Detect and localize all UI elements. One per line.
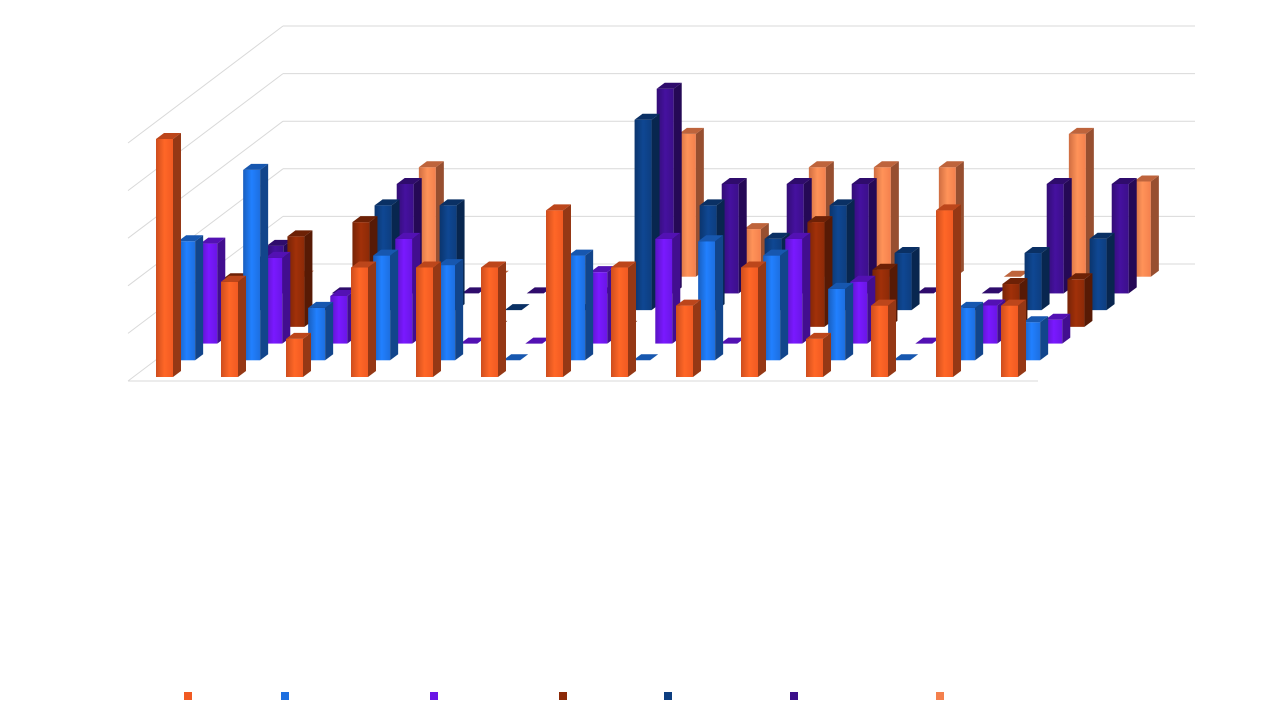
gridline-side	[127, 25, 284, 144]
bar	[568, 249, 594, 361]
bar	[698, 235, 724, 361]
bar	[504, 304, 530, 311]
bar	[894, 247, 920, 311]
bar	[460, 337, 486, 344]
bar	[546, 204, 571, 377]
bar	[395, 232, 421, 344]
legend-item	[664, 684, 672, 708]
bar	[611, 261, 636, 377]
legend-swatch	[281, 692, 289, 700]
bar	[265, 251, 291, 344]
bar	[785, 232, 811, 344]
bar	[1089, 232, 1115, 311]
bar	[287, 230, 313, 327]
bar	[893, 354, 919, 361]
bar	[763, 249, 789, 361]
bar	[1003, 270, 1029, 277]
bar	[741, 261, 766, 377]
legend-swatch	[936, 692, 944, 700]
bar	[416, 261, 441, 377]
bar	[156, 133, 181, 377]
gridline-side	[127, 120, 284, 239]
bar	[981, 287, 1007, 294]
legend-item	[184, 684, 192, 708]
bar	[481, 261, 506, 377]
legend-swatch	[664, 692, 672, 700]
bar	[720, 337, 746, 344]
bar	[1067, 273, 1093, 327]
legend-item	[281, 684, 289, 708]
bar	[1045, 313, 1071, 344]
bar	[1133, 175, 1159, 277]
bar	[461, 287, 487, 294]
bar	[851, 177, 877, 294]
bar	[936, 204, 961, 377]
bar	[1001, 299, 1026, 377]
bar	[871, 299, 896, 377]
bar	[503, 354, 529, 361]
bar	[221, 275, 246, 377]
bar	[526, 287, 552, 294]
bar	[525, 337, 551, 344]
legend-item	[559, 684, 567, 708]
bar	[351, 261, 376, 377]
bar	[916, 287, 942, 294]
gridline-side	[127, 73, 284, 191]
bar	[676, 299, 701, 377]
bar	[1023, 316, 1049, 361]
bar	[1046, 177, 1072, 294]
bar	[828, 282, 854, 361]
bar	[243, 163, 269, 361]
bar	[178, 235, 204, 361]
legend-swatch	[430, 692, 438, 700]
legend-swatch	[559, 692, 567, 700]
bar	[806, 332, 831, 377]
bar	[915, 337, 941, 344]
bar	[721, 177, 747, 294]
bar	[1111, 177, 1137, 294]
chart-legend	[0, 684, 1280, 708]
bar	[286, 332, 311, 377]
bar	[829, 199, 855, 311]
bar	[958, 301, 984, 361]
bar	[308, 301, 334, 361]
legend-swatch	[184, 692, 192, 700]
bar	[438, 259, 464, 361]
bar	[873, 161, 899, 277]
legend-swatch	[790, 692, 798, 700]
legend-item	[936, 684, 944, 708]
bar	[1024, 247, 1050, 311]
bar	[633, 354, 659, 361]
bars	[156, 82, 1159, 377]
legend-item	[790, 684, 798, 708]
legend-item	[430, 684, 438, 708]
bar	[373, 249, 399, 361]
